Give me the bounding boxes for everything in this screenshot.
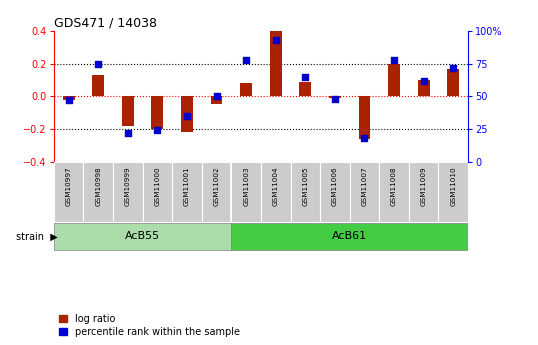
Text: GSM11008: GSM11008 (391, 166, 397, 206)
Text: GSM11001: GSM11001 (184, 166, 190, 206)
Text: GSM10998: GSM10998 (95, 166, 101, 206)
FancyBboxPatch shape (261, 161, 291, 222)
Text: GSM10999: GSM10999 (125, 166, 131, 206)
Point (182, 113, 192, 119)
Bar (270, 31, 282, 96)
Bar (299, 82, 311, 96)
Bar (329, 96, 341, 98)
FancyBboxPatch shape (231, 223, 468, 250)
FancyBboxPatch shape (202, 161, 231, 222)
Bar (122, 96, 133, 126)
FancyBboxPatch shape (320, 161, 350, 222)
Text: GSM11002: GSM11002 (214, 166, 220, 206)
Point (153, 127, 161, 133)
Bar (93, 75, 104, 96)
FancyBboxPatch shape (231, 161, 261, 222)
Text: GSM11004: GSM11004 (273, 166, 279, 206)
Text: AcB61: AcB61 (332, 231, 367, 241)
Bar (62, 96, 74, 100)
Bar (181, 96, 193, 132)
Legend: log ratio, percentile rank within the sample: log ratio, percentile rank within the sa… (59, 314, 240, 337)
Point (94, 61, 102, 67)
FancyBboxPatch shape (143, 161, 172, 222)
Point (123, 130, 132, 136)
Text: GSM11009: GSM11009 (421, 166, 427, 206)
Bar (240, 83, 252, 96)
FancyBboxPatch shape (54, 223, 231, 250)
Text: GSM11007: GSM11007 (362, 166, 367, 206)
Point (419, 78, 428, 83)
Bar (447, 69, 459, 96)
FancyBboxPatch shape (409, 161, 438, 222)
Point (242, 57, 250, 62)
FancyBboxPatch shape (113, 161, 143, 222)
Bar (358, 96, 370, 139)
Text: GSM10997: GSM10997 (66, 166, 72, 206)
FancyBboxPatch shape (350, 161, 379, 222)
Text: GSM11003: GSM11003 (243, 166, 249, 206)
Text: strain  ▶: strain ▶ (16, 232, 58, 242)
FancyBboxPatch shape (172, 161, 202, 222)
Point (212, 93, 221, 99)
FancyBboxPatch shape (379, 161, 409, 222)
FancyBboxPatch shape (291, 161, 320, 222)
Text: GSM11006: GSM11006 (332, 166, 338, 206)
FancyBboxPatch shape (83, 161, 113, 222)
Point (330, 96, 339, 102)
Text: GSM11005: GSM11005 (302, 166, 308, 206)
Point (271, 37, 280, 43)
Text: GSM11000: GSM11000 (154, 166, 160, 206)
Text: AcB55: AcB55 (125, 231, 160, 241)
Point (360, 135, 369, 141)
Text: GSM11010: GSM11010 (450, 166, 456, 206)
Point (65, 97, 73, 103)
Text: GDS471 / 14038: GDS471 / 14038 (54, 17, 157, 30)
Bar (417, 80, 429, 96)
Bar (210, 96, 223, 105)
FancyBboxPatch shape (438, 161, 468, 222)
Bar (152, 96, 163, 129)
FancyBboxPatch shape (54, 161, 83, 222)
Bar (388, 64, 400, 96)
Point (449, 65, 457, 70)
Point (301, 74, 309, 79)
Point (390, 57, 398, 62)
